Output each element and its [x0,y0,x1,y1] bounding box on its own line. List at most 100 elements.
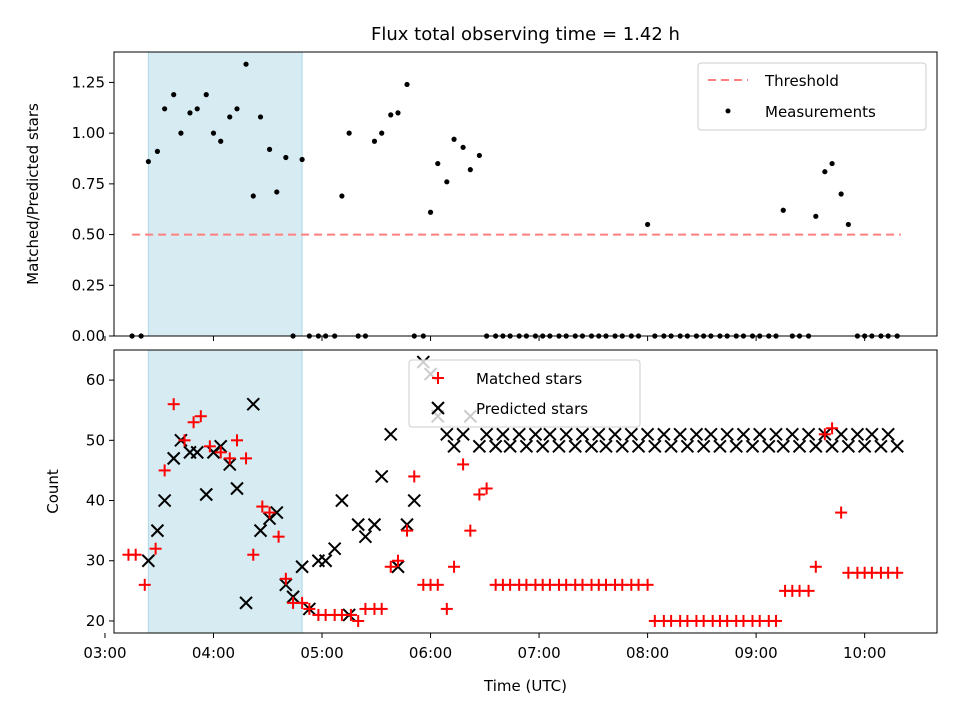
measurement-point [154,148,161,154]
measurement-point [838,191,844,197]
matched-star-marker [230,434,243,447]
predicted-star-marker [584,439,599,454]
predicted-star-marker [270,505,284,520]
matched-star-marker [214,446,227,459]
predicted-star-marker [673,427,687,442]
measurement-point [346,130,352,136]
bottom-legend-box [408,359,641,428]
measurement-point [203,92,209,98]
bottom-panel: 20 30 40 50 60 03:00 04:00 05:00 06:00 07:00 08:0… [44,349,938,695]
top-x-ticks [104,336,866,341]
predicted-star-marker [664,439,678,454]
matched-star-marker [129,548,142,561]
predicted-star-marker [696,439,711,454]
matched-star-marker [448,560,461,573]
bottom-observing-window-shade [147,349,303,634]
measurement-point [227,114,233,120]
top-y-tick-label: 0.25 [72,276,105,294]
predicted-star-marker [472,439,487,454]
predicted-star-marker [351,517,365,532]
matched-star-marker [473,488,486,501]
measurement-point [178,130,184,136]
predicted-star-marker [713,439,727,454]
predicted-star-marker [295,560,309,574]
matched-star-marker [431,578,444,591]
predicted-star-marker [141,554,156,568]
predicted-star-marker [689,427,704,442]
predicted-star-marker [592,427,606,442]
legend-predicted-swatch [431,401,445,415]
measurement-point [813,213,819,219]
predicted-star-marker [631,439,646,454]
predicted-star-marker [762,439,776,454]
predicted-star-marker [535,439,550,454]
measurement-point [845,221,851,228]
measurement-point [266,146,273,152]
measurement-point [299,156,305,163]
top-axes-frame [113,51,938,337]
bottom-x-ticks: 03:00 04:00 05:00 06:00 07:00 08:00 09:00 10:00 [83,633,886,662]
matched-star-marker [158,464,171,477]
predicted-star-marker [720,427,734,442]
measurement-point [388,112,394,118]
predicted-star-marker [407,493,421,508]
measurement-point [427,209,434,215]
matched-star-marker [223,452,236,465]
matched-star-marker [391,554,404,567]
matched-star-marker [770,614,783,627]
predicted-star-marker [881,427,895,442]
predicted-star-marker [865,427,879,442]
measurement-point [218,138,224,144]
matched-star-marker [247,548,260,561]
measurement-point [250,193,256,199]
predicted-star-marker [834,427,848,442]
predicted-star-marker [568,439,582,454]
predicted-star-marker [447,439,461,454]
predicted-star-marker [552,439,566,454]
matched-star-marker [375,602,388,615]
measurement-point [257,114,264,120]
predicted-star-marker [279,578,293,592]
measurement-point [379,130,385,136]
legend-measurements-label: Measurements [765,103,876,121]
matched-star-marker [149,542,162,555]
predicted-star-marker [456,427,470,442]
measurement-point [435,160,441,167]
bottom-x-tick-label: 07:00 [517,644,560,662]
matched-star-marker [167,398,180,411]
predicted-star-marker [166,451,181,466]
matched-star-marker [296,596,309,609]
top-legend: Threshold Measurements [697,62,927,131]
measurement-point [171,92,177,98]
predicted-star-marker [850,427,865,442]
predicted-star-marker [479,427,494,442]
matched-star-marker [138,578,151,591]
predicted-star-marker [575,427,590,442]
predicted-star-marker [367,517,382,532]
top-y-tick-label: 0.75 [72,175,105,193]
predicted-star-marker [753,427,767,442]
bottom-y-axis-label: Count [44,469,62,514]
predicted-star-marker [519,439,534,454]
bottom-x-tick-label: 08:00 [626,644,669,662]
predicted-star-marker [157,493,172,508]
predicted-star-marker [890,439,904,454]
predicted-star-marker [253,523,268,538]
measurement-point [780,207,786,213]
measurement-point [162,106,168,112]
matched-star-marker [480,482,493,495]
predicted-star-marker [503,439,517,454]
legend-predicted-label: Predicted stars [476,400,588,418]
matched-star-marker [256,500,269,513]
top-y-tick-label: 0.00 [72,327,105,345]
matched-star-marker [891,566,904,579]
top-legend-box [697,62,927,131]
legend-matched-label: Matched stars [476,370,582,388]
predicted-star-marker [857,439,872,454]
matched-star-marker [826,422,839,435]
matched-star-marker [464,524,477,537]
matched-star-marker [303,602,316,615]
predicted-star-marker [286,590,300,604]
measurement-point [145,158,151,165]
predicted-star-marker [729,439,743,454]
